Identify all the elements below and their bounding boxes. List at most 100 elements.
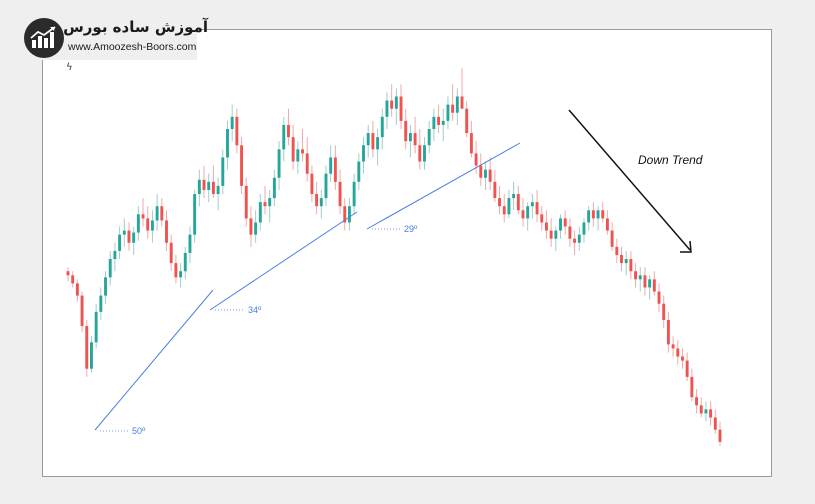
corner-mark: ϟ [66,62,73,73]
candle-up [408,133,412,142]
candle-down [615,246,619,255]
chart-frame [42,29,772,477]
brand-url[interactable]: www.Amoozesh-Boors.com [68,41,197,53]
candle-up [89,342,93,369]
candle-down [301,149,304,154]
candle-up [526,206,530,219]
candle-down [310,173,314,195]
candle-up [150,220,154,231]
candle-down [605,218,609,231]
candle-down [620,254,623,264]
candle-down [676,348,680,357]
candle-up [587,210,591,223]
candle-down [169,242,173,264]
candle-down [474,153,478,166]
candle-down [718,429,722,442]
candle-up [188,234,192,253]
candle-down [333,157,337,182]
candle-up [254,222,258,235]
candle-up [183,252,187,272]
candle-down [666,319,670,345]
candle-up [648,279,652,288]
candle-up [136,214,140,233]
candle-up [347,206,351,223]
candle-down [85,326,89,369]
candle-up [362,145,365,162]
candle-down [235,116,239,146]
candle-down [127,230,131,243]
candle-down [671,344,675,349]
candle-up [357,161,361,182]
candle-down [263,202,267,207]
candle-down [634,271,638,280]
trendline-50 [94,289,214,431]
candle-down [685,360,689,377]
candle-down [71,275,75,284]
candle-up [352,181,356,207]
candle-down [244,185,248,219]
candle-down [643,275,647,288]
candle-up [385,100,389,117]
brand-logo[interactable]: آموزش ساده بورس www.Amoozesh-Boors.com [22,16,208,60]
candle-down [418,145,422,162]
candle-up [624,259,628,264]
candle-up [197,179,201,195]
candle-down [174,263,178,278]
candle-up [99,295,103,312]
candle-up [432,116,436,130]
candle-up [268,198,272,207]
candle-down [66,271,70,276]
candle-up [272,177,276,199]
trendline-34 [209,211,358,311]
candle-up [319,198,323,207]
candle-up [216,185,220,195]
candle-up [108,259,112,278]
candle-down [498,198,501,207]
candle-down [652,279,656,292]
candle-up [221,157,225,186]
candle-up [484,169,487,178]
angle-label-34: 34º [248,305,262,315]
candle-up [423,145,426,162]
candle-down [591,210,595,219]
candle-up [179,271,183,278]
candle-down [338,181,342,207]
candle-up [277,149,281,178]
candle-up [530,202,534,207]
angle-label-29: 29º [404,224,418,234]
candle-down [601,210,605,219]
candle-up [282,124,286,150]
candle-up [94,311,98,343]
candle-up [376,137,380,150]
candle-down [657,291,661,304]
candle-up [441,120,445,125]
candle-up [446,104,450,121]
candle-down [80,295,84,327]
candle-down [451,104,455,113]
candle-down [568,226,572,239]
candle-down [160,206,164,221]
candle-up [207,181,211,190]
candle-up [258,202,262,223]
candle-down [404,120,408,142]
candle-up [104,277,107,296]
candle-down [544,222,548,231]
candle-down [460,96,464,109]
candle-up [507,198,511,215]
candle-down [315,194,319,207]
candle-up [427,129,431,146]
candle-down [535,202,539,215]
candle-up [193,194,197,235]
candle-up [512,194,516,199]
candle-up [704,409,708,414]
candle-up [118,234,122,251]
candle-down [465,108,469,134]
candle-down [75,283,79,296]
candle-up [577,234,581,243]
candle-down [211,181,215,195]
candle-down [469,133,473,154]
candle-down [146,218,150,231]
candle-up [155,206,159,221]
candle-down [662,303,666,320]
candle-down [516,194,520,211]
